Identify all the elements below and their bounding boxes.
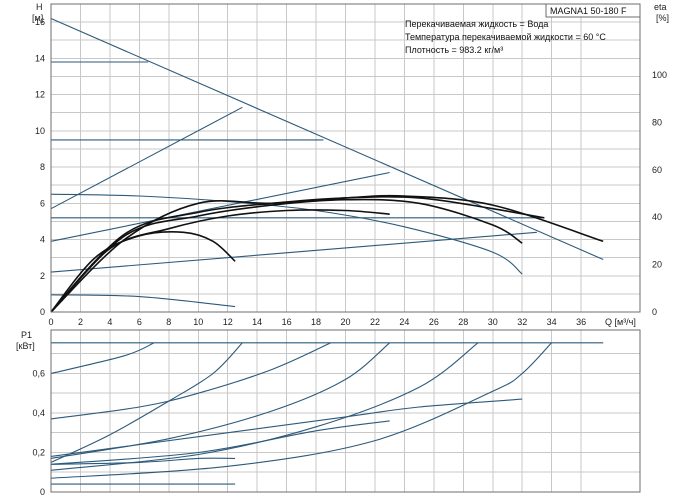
y2-axis-label: eta xyxy=(654,2,667,12)
x-tick-label: 28 xyxy=(458,317,468,327)
efficiency-curve-12 xyxy=(50,231,236,313)
x-tick-label: 6 xyxy=(137,317,142,327)
power-curve-2 xyxy=(50,342,243,463)
power-curve-3 xyxy=(50,342,332,420)
y2-axis-unit: [%] xyxy=(656,13,669,23)
bottom-y-axis-unit: [кВт] xyxy=(16,341,35,351)
top-tick-labels: 0 2 4 6 8 10 12 14 16 18 20 22 24 26 28 30 32 34 360246810… xyxy=(35,17,667,327)
bottom-y-axis-label: P1 xyxy=(21,330,32,340)
x-tick-label: 34 xyxy=(547,317,557,327)
y-tick-label: 6 xyxy=(40,198,45,208)
bottom-y-tick-label: 0,6 xyxy=(32,368,45,378)
efficiency-curve-13 xyxy=(50,209,390,313)
y-tick-label: 10 xyxy=(35,126,45,136)
model-label: MAGNA1 50-180 F xyxy=(550,6,627,16)
x-tick-label: 8 xyxy=(166,317,171,327)
bottom-y-tick-label: 0,2 xyxy=(32,447,45,457)
bottom-y-tick-label: 0,4 xyxy=(32,408,45,418)
top-plot-frame xyxy=(50,3,641,313)
power-curve-7 xyxy=(50,398,523,457)
head-curve-6 xyxy=(50,106,243,210)
y2-tick-label: 100 xyxy=(652,70,667,80)
head-curve-0 xyxy=(50,17,604,261)
x-axis-label: Q [м³/ч] xyxy=(605,317,636,327)
x-tick-label: 10 xyxy=(193,317,203,327)
x-tick-label: 14 xyxy=(252,317,262,327)
y-tick-label: 8 xyxy=(40,162,45,172)
power-curve-8 xyxy=(50,420,390,465)
x-tick-label: 20 xyxy=(340,317,350,327)
x-tick-label: 24 xyxy=(399,317,409,327)
y2-tick-label: 60 xyxy=(652,165,662,175)
power-curve-6 xyxy=(50,342,552,479)
x-tick-label: 36 xyxy=(576,317,586,327)
x-tick-label: 26 xyxy=(429,317,439,327)
x-tick-label: 18 xyxy=(311,317,321,327)
x-tick-label: 4 xyxy=(107,317,112,327)
y-tick-label: 14 xyxy=(35,53,45,63)
y-tick-label: 2 xyxy=(40,271,45,281)
model-label-box xyxy=(545,3,641,18)
efficiency-curve-10 xyxy=(50,196,545,313)
y2-tick-label: 20 xyxy=(652,260,662,270)
head-curve-8 xyxy=(50,231,537,273)
y2-tick-label: 0 xyxy=(652,307,657,317)
top-grid xyxy=(50,3,640,313)
x-tick-label: 12 xyxy=(223,317,233,327)
y-tick-label: 0 xyxy=(40,307,45,317)
y-axis-unit: [м] xyxy=(32,13,43,23)
x-tick-label: 32 xyxy=(517,317,527,327)
x-tick-label: 0 xyxy=(48,317,53,327)
x-tick-label: 2 xyxy=(78,317,83,327)
y-tick-label: 4 xyxy=(40,235,45,245)
y-axis-label: H xyxy=(36,2,43,12)
x-tick-label: 22 xyxy=(370,317,380,327)
y-tick-label: 16 xyxy=(35,17,45,27)
top-curves xyxy=(50,17,604,313)
y2-tick-label: 40 xyxy=(652,212,662,222)
x-tick-label: 30 xyxy=(488,317,498,327)
power-curve-5 xyxy=(50,342,479,471)
efficiency-curve-11 xyxy=(50,198,523,313)
bottom-y-tick-label: 0 xyxy=(40,487,45,497)
note-density: Плотность = 983.2 кг/м³ xyxy=(405,45,503,55)
note-temperature: Температура перекачиваемой жидкости = 60… xyxy=(405,32,606,42)
bottom-grid xyxy=(50,330,640,493)
power-curve-1 xyxy=(50,342,155,375)
head-curve-5 xyxy=(50,294,236,308)
head-curve-7 xyxy=(50,171,390,242)
power-curve-4 xyxy=(50,342,391,459)
power-curve-9 xyxy=(50,457,236,465)
y2-tick-label: 80 xyxy=(652,117,662,127)
note-liquid: Перекачиваемая жидкость = Вода xyxy=(405,19,548,29)
bottom-plot-frame xyxy=(50,329,641,493)
bottom-curves xyxy=(50,342,604,485)
y-tick-label: 12 xyxy=(35,90,45,100)
x-tick-label: 16 xyxy=(282,317,292,327)
bottom-tick-labels: 0 0,2 0,4 0,6 xyxy=(32,368,45,497)
